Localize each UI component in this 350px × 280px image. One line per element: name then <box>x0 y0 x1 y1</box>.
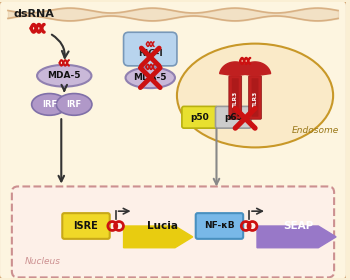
Text: MDA-5: MDA-5 <box>133 73 167 82</box>
Text: p50: p50 <box>190 113 209 122</box>
Text: MDA-5: MDA-5 <box>48 71 81 80</box>
Text: SEAP: SEAP <box>284 221 314 231</box>
FancyArrow shape <box>124 226 193 248</box>
FancyBboxPatch shape <box>182 106 217 128</box>
Polygon shape <box>220 62 251 76</box>
Text: Lucia: Lucia <box>147 221 177 231</box>
FancyBboxPatch shape <box>62 213 110 239</box>
Ellipse shape <box>126 67 175 88</box>
Text: IRF: IRF <box>42 100 57 109</box>
Text: TLR3: TLR3 <box>253 90 258 107</box>
Text: p65: p65 <box>224 113 243 122</box>
FancyBboxPatch shape <box>229 76 242 119</box>
Text: NF-κB: NF-κB <box>204 221 235 230</box>
FancyBboxPatch shape <box>196 213 243 239</box>
Ellipse shape <box>32 94 67 115</box>
Text: dsRNA: dsRNA <box>14 10 55 19</box>
Text: IRF: IRF <box>66 100 82 109</box>
FancyBboxPatch shape <box>232 78 239 117</box>
FancyArrow shape <box>257 226 336 248</box>
Text: RIG-I: RIG-I <box>138 48 163 57</box>
FancyBboxPatch shape <box>248 76 261 119</box>
Ellipse shape <box>56 94 92 115</box>
Text: Nucleus: Nucleus <box>25 256 61 265</box>
FancyBboxPatch shape <box>252 78 259 117</box>
Ellipse shape <box>37 65 91 87</box>
Polygon shape <box>239 62 271 76</box>
FancyBboxPatch shape <box>12 186 334 277</box>
Text: ISRE: ISRE <box>74 221 98 231</box>
FancyBboxPatch shape <box>124 32 177 66</box>
Text: TLR3: TLR3 <box>233 90 238 107</box>
Ellipse shape <box>177 44 333 147</box>
Text: Endosome: Endosome <box>292 126 339 135</box>
FancyBboxPatch shape <box>216 106 251 128</box>
